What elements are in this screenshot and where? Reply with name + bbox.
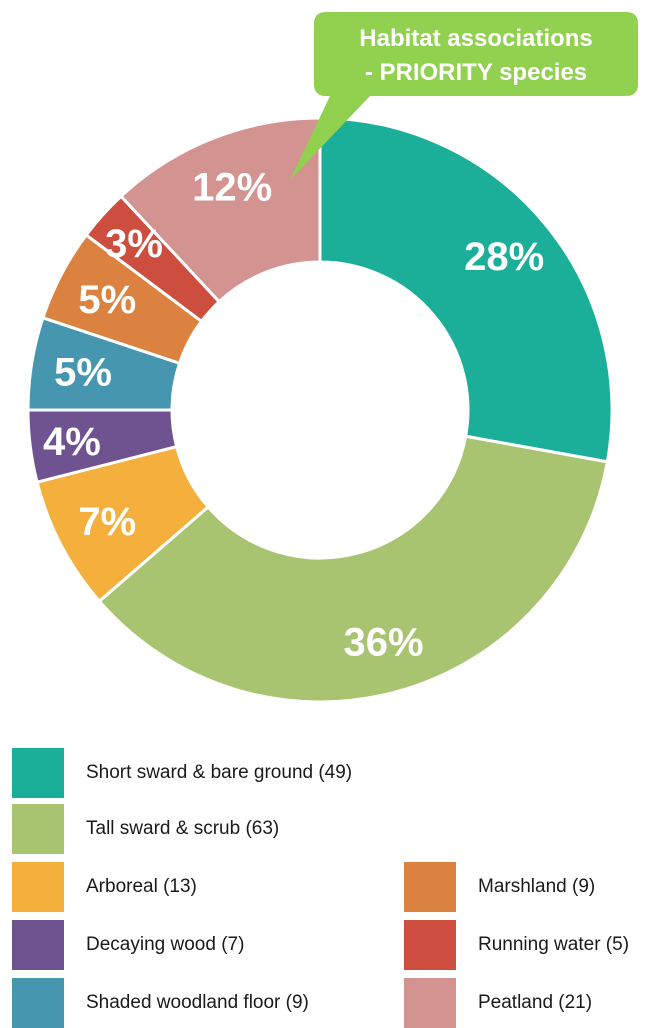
slice-percent-label: 7% [78, 500, 136, 544]
legend-swatch [12, 978, 64, 1028]
chart-title-line-1: Habitat associations [359, 25, 592, 52]
legend-swatch [404, 920, 456, 970]
chart-title-line-2: - PRIORITY species [365, 59, 587, 86]
callout-bubble [290, 12, 638, 180]
legend-swatch [12, 748, 64, 798]
legend-item: Peatland (21) [404, 978, 592, 1028]
legend-swatch [12, 862, 64, 912]
legend-label: Arboreal (13) [86, 876, 197, 897]
slice-percent-label: 36% [343, 620, 423, 664]
legend-swatch [404, 862, 456, 912]
legend-item: Decaying wood (7) [12, 920, 244, 970]
legend-label: Shaded woodland floor (9) [86, 992, 309, 1013]
legend-item: Short sward & bare ground (49) [12, 748, 352, 798]
slice-percent-label: 5% [78, 278, 136, 322]
legend-item: Running water (5) [404, 920, 629, 970]
donut-chart: 28% 36% 7% 4% 5% 5% 3% 12% Habitat associations… [26, 12, 638, 704]
chart-title-callout: Habitat associations - PRIORITY species [290, 12, 638, 180]
slice-percent-label: 12% [192, 166, 272, 210]
slice-percent-label: 5% [54, 351, 112, 395]
legend-label: Running water (5) [478, 934, 630, 955]
legend-swatch [404, 978, 456, 1028]
slice-percent-label: 4% [43, 420, 101, 464]
legend-item: Arboreal (13) [12, 862, 197, 912]
donut-slice [97, 434, 610, 704]
legend-swatch [12, 920, 64, 970]
legend-item: Marshland (9) [404, 862, 595, 912]
legend-item: Shaded woodland floor (9) [12, 978, 309, 1028]
slice-percent-label: 28% [464, 235, 544, 279]
donut-slices [26, 116, 614, 704]
legend-item: Tall sward & scrub (63) [12, 804, 279, 854]
donut-slice [118, 116, 322, 304]
slice-percent-label: 3% [105, 222, 163, 266]
legend-label: Marshland (9) [478, 876, 596, 897]
legend-label: Decaying wood (7) [86, 934, 245, 955]
legend-label: Peatland (21) [478, 992, 593, 1013]
legend-label: Short sward & bare ground (49) [86, 762, 353, 783]
legend-swatch [12, 804, 64, 854]
percent-labels: 28% 36% 7% 4% 5% 5% 3% 12% [43, 166, 544, 665]
donut-slice [318, 116, 614, 464]
legend-label: Tall sward & scrub (63) [86, 818, 280, 839]
